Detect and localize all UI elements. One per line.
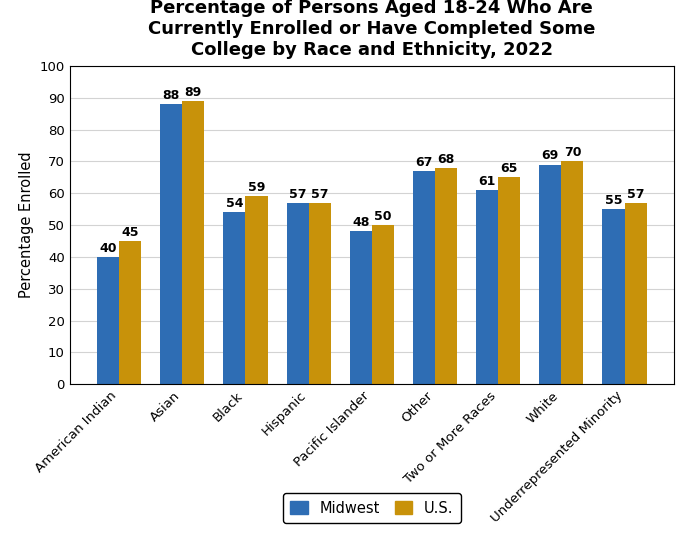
Bar <box>476 190 498 384</box>
Text: 68: 68 <box>437 153 455 166</box>
Bar <box>625 203 646 384</box>
Bar <box>539 165 562 384</box>
Y-axis label: Percentage Enrolled: Percentage Enrolled <box>19 152 34 299</box>
Title: Percentage of Persons Aged 18-24 Who Are
Currently Enrolled or Have Completed So: Percentage of Persons Aged 18-24 Who Are… <box>148 0 596 59</box>
Text: 89: 89 <box>185 86 202 99</box>
Bar <box>350 232 372 384</box>
Bar <box>223 212 245 384</box>
Text: 57: 57 <box>289 188 306 200</box>
Bar <box>160 104 182 384</box>
Bar <box>435 168 457 384</box>
Text: 57: 57 <box>627 188 644 200</box>
Bar <box>286 203 309 384</box>
Text: 45: 45 <box>122 226 139 239</box>
Legend: Midwest, U.S.: Midwest, U.S. <box>283 494 461 523</box>
Bar <box>245 197 268 384</box>
Text: 67: 67 <box>415 156 432 169</box>
Bar <box>603 209 625 384</box>
Text: 59: 59 <box>248 181 265 194</box>
Bar <box>182 101 204 384</box>
Text: 48: 48 <box>352 216 370 229</box>
Bar <box>498 177 521 384</box>
Text: 55: 55 <box>605 194 622 207</box>
Text: 69: 69 <box>541 149 559 163</box>
Text: 88: 88 <box>163 89 180 102</box>
Text: 61: 61 <box>478 175 496 188</box>
Text: 50: 50 <box>374 210 391 223</box>
Bar <box>562 161 584 384</box>
Bar <box>309 203 331 384</box>
Text: 40: 40 <box>99 242 117 255</box>
Bar <box>97 257 119 384</box>
Text: 65: 65 <box>500 162 518 175</box>
Text: 70: 70 <box>564 146 581 159</box>
Bar <box>413 171 435 384</box>
Bar <box>372 225 394 384</box>
Text: 54: 54 <box>226 197 243 210</box>
Bar <box>119 241 141 384</box>
Text: 57: 57 <box>311 188 329 200</box>
